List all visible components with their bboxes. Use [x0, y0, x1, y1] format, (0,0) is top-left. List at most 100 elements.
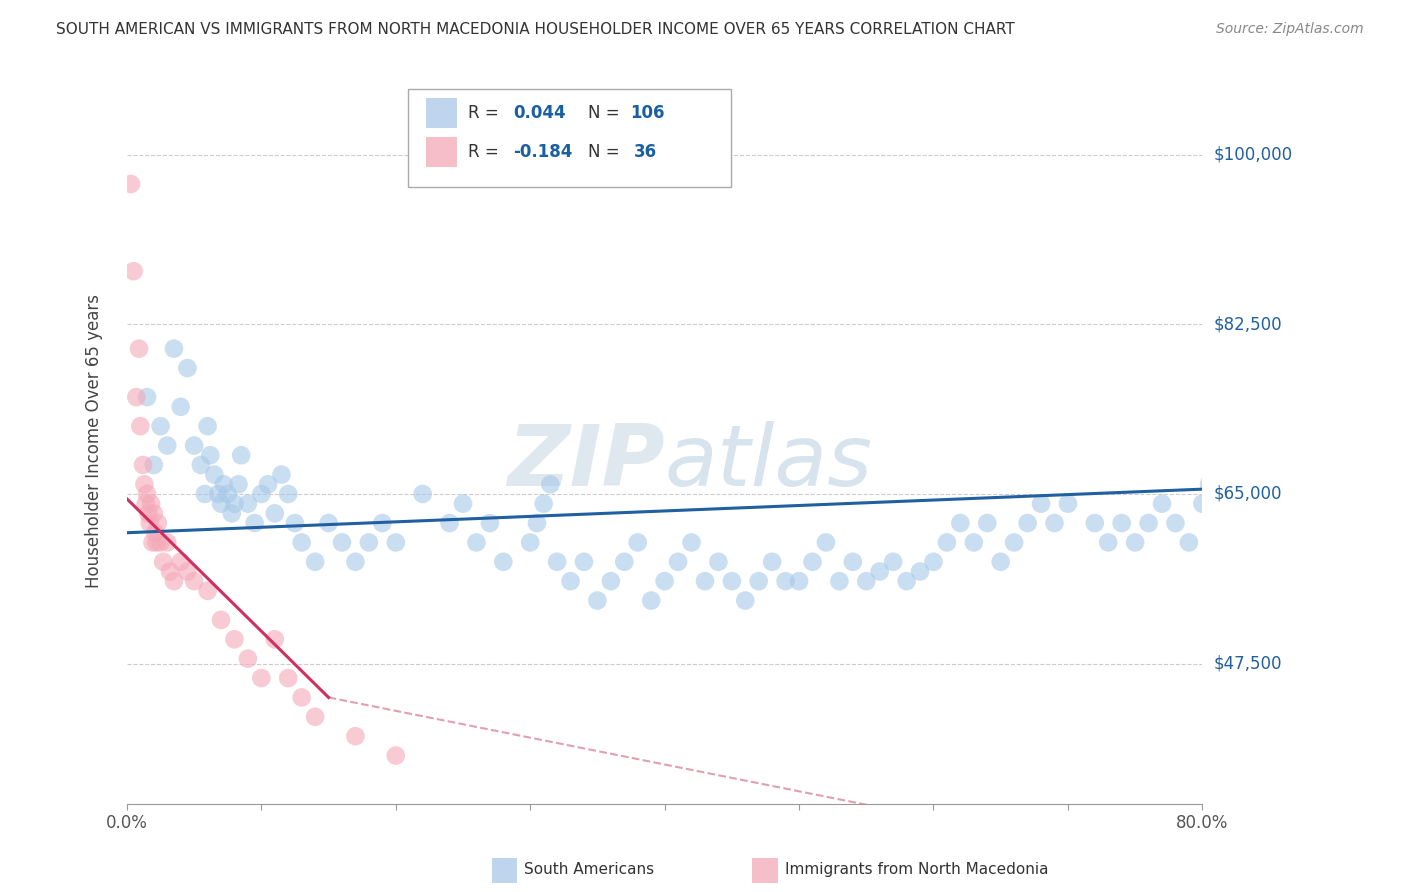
- Point: [1198, 477, 1220, 491]
- Point: [156, 439, 179, 453]
- Point: [492, 555, 515, 569]
- Point: [149, 535, 172, 549]
- Point: [801, 555, 824, 569]
- Point: [190, 458, 212, 472]
- Point: [1326, 593, 1348, 607]
- Point: [142, 507, 165, 521]
- Point: [908, 565, 931, 579]
- Point: [963, 535, 986, 549]
- Point: [250, 671, 273, 685]
- Text: N =: N =: [588, 104, 619, 122]
- Point: [1244, 516, 1267, 530]
- Point: [270, 467, 292, 482]
- Point: [519, 535, 541, 549]
- Point: [344, 729, 367, 743]
- Point: [318, 516, 340, 530]
- Point: [533, 497, 555, 511]
- Point: [748, 574, 770, 589]
- Point: [263, 632, 285, 647]
- Point: [1057, 497, 1080, 511]
- Point: [1272, 507, 1295, 521]
- Text: 36: 36: [634, 143, 657, 161]
- Point: [599, 574, 621, 589]
- Point: [935, 535, 957, 549]
- Text: -0.184: -0.184: [513, 143, 572, 161]
- Point: [183, 574, 205, 589]
- Point: [132, 458, 155, 472]
- Point: [1029, 497, 1052, 511]
- Point: [263, 507, 285, 521]
- Point: [207, 487, 229, 501]
- Point: [170, 400, 193, 414]
- Point: [344, 555, 367, 569]
- Text: $65,000: $65,000: [1213, 485, 1282, 503]
- Point: [291, 535, 314, 549]
- Text: South Americans: South Americans: [524, 863, 655, 877]
- Text: R =: R =: [468, 104, 499, 122]
- Point: [586, 593, 609, 607]
- Point: [134, 477, 156, 491]
- Point: [224, 632, 246, 647]
- Point: [194, 487, 217, 501]
- Point: [1285, 535, 1308, 549]
- Text: $82,500: $82,500: [1213, 316, 1282, 334]
- Text: 0.044: 0.044: [513, 104, 565, 122]
- Point: [869, 565, 891, 579]
- Point: [451, 497, 474, 511]
- Point: [304, 555, 326, 569]
- Point: [152, 555, 174, 569]
- Point: [224, 497, 246, 511]
- Point: [412, 487, 434, 501]
- Point: [221, 507, 243, 521]
- Point: [1191, 497, 1213, 511]
- Point: [1150, 497, 1173, 511]
- Point: [176, 565, 198, 579]
- Point: [666, 555, 689, 569]
- Point: [627, 535, 650, 549]
- Point: [170, 555, 193, 569]
- Point: [371, 516, 394, 530]
- Point: [734, 593, 756, 607]
- Point: [1258, 487, 1281, 501]
- Point: [1017, 516, 1039, 530]
- Point: [1084, 516, 1107, 530]
- Point: [330, 535, 353, 549]
- Point: [990, 555, 1012, 569]
- Text: $100,000: $100,000: [1213, 146, 1292, 164]
- Point: [231, 448, 253, 462]
- Text: atlas: atlas: [665, 421, 873, 504]
- Point: [572, 555, 595, 569]
- Point: [141, 535, 163, 549]
- Point: [384, 748, 406, 763]
- Point: [560, 574, 582, 589]
- Text: N =: N =: [588, 143, 619, 161]
- Point: [228, 477, 250, 491]
- Point: [707, 555, 730, 569]
- Point: [197, 583, 219, 598]
- Point: [976, 516, 998, 530]
- Point: [814, 535, 837, 549]
- Y-axis label: Householder Income Over 65 years: Householder Income Over 65 years: [86, 293, 103, 588]
- Point: [546, 555, 568, 569]
- Point: [135, 497, 157, 511]
- Point: [197, 419, 219, 434]
- Point: [176, 361, 198, 376]
- Point: [1178, 535, 1201, 549]
- Point: [250, 487, 273, 501]
- Point: [1299, 555, 1322, 569]
- Point: [775, 574, 797, 589]
- Text: Source: ZipAtlas.com: Source: ZipAtlas.com: [1216, 22, 1364, 37]
- Point: [922, 555, 945, 569]
- Point: [138, 507, 160, 521]
- Point: [478, 516, 501, 530]
- Point: [882, 555, 904, 569]
- Point: [159, 565, 181, 579]
- Point: [125, 390, 148, 404]
- Point: [949, 516, 972, 530]
- Point: [304, 710, 326, 724]
- Point: [1232, 497, 1254, 511]
- Point: [384, 535, 406, 549]
- Point: [357, 535, 380, 549]
- Point: [896, 574, 918, 589]
- Text: R =: R =: [468, 143, 499, 161]
